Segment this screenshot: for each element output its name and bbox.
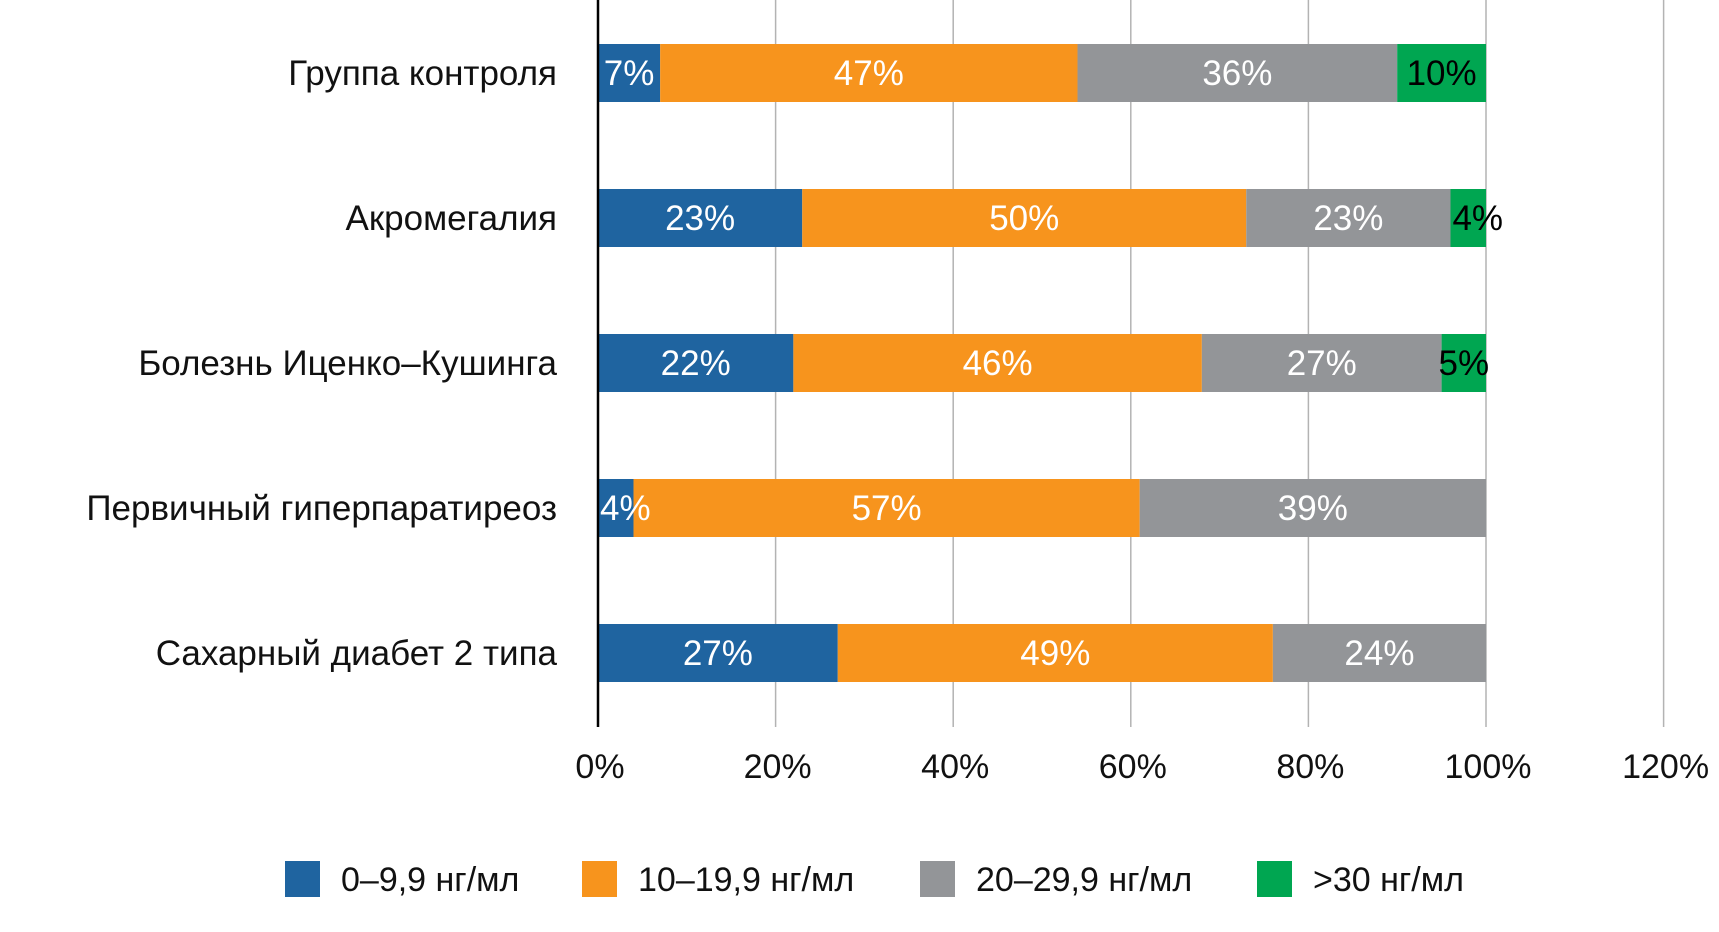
legend-item: 20–29,9 нг/мл (920, 861, 1192, 899)
bar-segment (1441, 334, 1486, 392)
legend-swatch (582, 861, 617, 897)
legend-item: 10–19,9 нг/мл (582, 861, 854, 899)
bar-segment (1450, 189, 1486, 247)
legend-swatch (285, 861, 320, 897)
data-label: 49% (1020, 634, 1090, 673)
x-tick-label: 20% (744, 748, 812, 786)
legend-label: 10–19,9 нг/мл (638, 861, 854, 899)
data-label: 10% (1407, 54, 1477, 93)
x-tick-label: 100% (1445, 748, 1532, 786)
legend-label: 0–9,9 нг/мл (341, 861, 519, 899)
category-labels: Группа контроля Акромегалия Болезнь Иценко… (86, 54, 557, 673)
bar-segment (633, 479, 1140, 537)
data-label: 27% (683, 634, 753, 673)
legend-item: 0–9,9 нг/мл (285, 861, 519, 899)
bars (598, 44, 1486, 682)
data-label: 23% (1313, 199, 1383, 238)
legend-label: 20–29,9 нг/мл (976, 861, 1192, 899)
bar-segment (660, 44, 1078, 102)
bar-segment (598, 334, 794, 392)
data-label: 46% (963, 344, 1033, 383)
x-tick-label: 40% (921, 748, 989, 786)
data-label: 36% (1202, 54, 1272, 93)
category-label: Первичный гиперпаратиреоз (86, 489, 557, 528)
data-label: 50% (989, 199, 1059, 238)
x-tick-label: 80% (1276, 748, 1344, 786)
x-tick-label: 120% (1622, 748, 1709, 786)
bar-segment (1201, 334, 1442, 392)
bar-segment (793, 334, 1202, 392)
legend-item: >30 нг/мл (1257, 861, 1464, 899)
data-labels: 7% 47% 36% 10% 23% 50% 23% 4% 22% 46% 27% 5% 4% 57% 39… (600, 54, 1503, 673)
bar-segment (1246, 189, 1451, 247)
legend-swatch (920, 861, 955, 897)
data-label: 27% (1287, 344, 1357, 383)
legend: 0–9,9 нг/мл 10–19,9 нг/мл 20–29,9 нг/мл >30… (285, 861, 1464, 899)
bar-segment (598, 189, 803, 247)
bar-segment (598, 44, 661, 102)
bar-segment (1077, 44, 1398, 102)
category-label: Болезнь Иценко–Кушинга (138, 344, 557, 383)
x-tick-label: 0% (575, 748, 624, 786)
category-label: Сахарный диабет 2 типа (156, 634, 558, 673)
data-label: 57% (852, 489, 922, 528)
bar-segment (598, 479, 634, 537)
data-label: 22% (661, 344, 731, 383)
data-label: 4% (1452, 199, 1503, 238)
legend-swatch (1257, 861, 1292, 897)
bar-segment (802, 189, 1247, 247)
data-label: 5% (1439, 344, 1490, 383)
bar-segment (598, 624, 838, 682)
category-label: Акромегалия (345, 199, 557, 238)
data-label: 23% (665, 199, 735, 238)
data-label: 7% (604, 54, 655, 93)
bar-segment (837, 624, 1273, 682)
bar-segment (1397, 44, 1486, 102)
data-label: 39% (1278, 489, 1348, 528)
x-tick-labels: 0% 20% 40% 60% 80% 100% 120% (575, 748, 1709, 786)
category-label: Группа контроля (288, 54, 557, 93)
bar-segment (1272, 624, 1486, 682)
x-tick-label: 60% (1099, 748, 1167, 786)
legend-label: >30 нг/мл (1313, 861, 1464, 899)
data-label: 47% (834, 54, 904, 93)
bar-segment (1139, 479, 1486, 537)
data-label: 24% (1344, 634, 1414, 673)
data-label: 4% (600, 489, 651, 528)
